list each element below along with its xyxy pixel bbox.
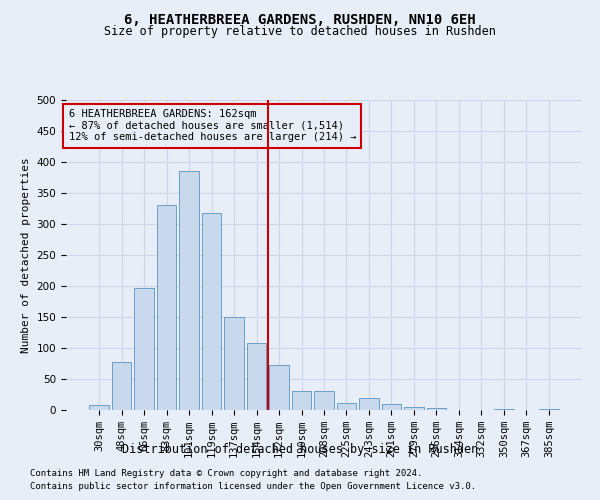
- Text: 6, HEATHERBREEA GARDENS, RUSHDEN, NN10 6EH: 6, HEATHERBREEA GARDENS, RUSHDEN, NN10 6…: [124, 12, 476, 26]
- Bar: [539, 409, 559, 410]
- Bar: [269, 366, 289, 410]
- Bar: [494, 409, 514, 410]
- Bar: [112, 362, 131, 410]
- Text: 6 HEATHERBREEA GARDENS: 162sqm
← 87% of detached houses are smaller (1,514)
12% : 6 HEATHERBREEA GARDENS: 162sqm ← 87% of …: [68, 110, 356, 142]
- Bar: [202, 213, 221, 410]
- Bar: [179, 172, 199, 410]
- Bar: [404, 407, 424, 410]
- Text: Distribution of detached houses by size in Rushden: Distribution of detached houses by size …: [122, 442, 478, 456]
- Text: Size of property relative to detached houses in Rushden: Size of property relative to detached ho…: [104, 25, 496, 38]
- Bar: [337, 402, 356, 410]
- Bar: [382, 404, 401, 410]
- Bar: [247, 343, 266, 410]
- Y-axis label: Number of detached properties: Number of detached properties: [21, 157, 31, 353]
- Bar: [314, 392, 334, 410]
- Bar: [427, 408, 446, 410]
- Bar: [224, 317, 244, 410]
- Bar: [134, 288, 154, 410]
- Text: Contains public sector information licensed under the Open Government Licence v3: Contains public sector information licen…: [30, 482, 476, 491]
- Bar: [292, 392, 311, 410]
- Bar: [359, 398, 379, 410]
- Bar: [89, 405, 109, 410]
- Text: Contains HM Land Registry data © Crown copyright and database right 2024.: Contains HM Land Registry data © Crown c…: [30, 468, 422, 477]
- Bar: [157, 206, 176, 410]
